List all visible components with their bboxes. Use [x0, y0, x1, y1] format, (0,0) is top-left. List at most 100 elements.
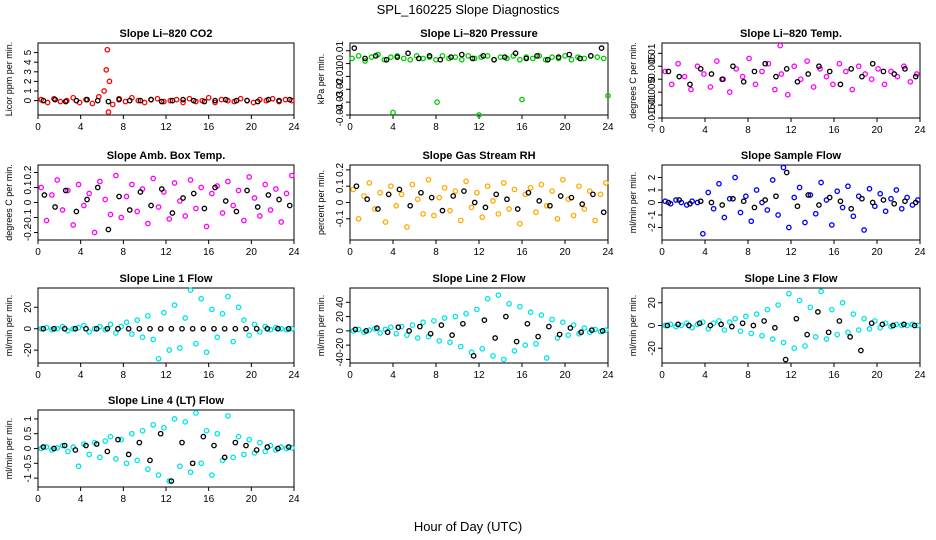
data-point [911, 322, 918, 329]
data-point [264, 325, 271, 332]
y-tick-label: 0.01 [335, 41, 346, 61]
data-point [847, 334, 853, 340]
data-point [511, 186, 518, 193]
data-point [70, 325, 77, 332]
data-point [54, 177, 61, 183]
data-point [434, 99, 440, 105]
x-tick-label: 8 [121, 122, 127, 133]
data-point [559, 176, 566, 183]
data-point [253, 447, 260, 453]
data-point [447, 207, 453, 214]
data-point [452, 188, 459, 194]
data-point [764, 207, 771, 213]
x-tick-label: 8 [745, 370, 751, 381]
data-point [513, 338, 520, 345]
data-point [458, 56, 465, 63]
data-point [503, 313, 509, 320]
data-point [136, 325, 143, 332]
data-point [40, 325, 47, 332]
data-point [495, 211, 502, 217]
data-point [888, 195, 894, 202]
y-tick-label: 0.01 [647, 43, 658, 63]
data-point [825, 329, 832, 336]
y-tick-label: 0 [335, 199, 346, 205]
y-tick-label: -20 [647, 341, 658, 356]
data-point [845, 183, 851, 190]
data-point [404, 332, 410, 338]
data-point [775, 212, 781, 218]
data-point [590, 191, 596, 198]
data-point [262, 181, 269, 188]
data-point [592, 326, 598, 333]
data-point [230, 202, 237, 209]
y-tick-label: 0.1 [23, 180, 34, 194]
x-tick-label: 4 [702, 125, 708, 136]
panel-title: Slope Amb. Box Temp. [107, 150, 226, 162]
y-tick-label: -0.03 [335, 90, 346, 113]
data-point [161, 98, 167, 105]
data-point [500, 180, 507, 186]
data-point [882, 208, 889, 215]
data-point [155, 204, 162, 210]
data-point [737, 328, 744, 335]
data-point [490, 353, 496, 359]
data-point [93, 325, 100, 332]
x-tick-label: 24 [602, 247, 614, 258]
x-tick-label: 4 [78, 122, 84, 133]
data-point [579, 201, 586, 207]
data-point [676, 197, 683, 203]
data-point [113, 330, 119, 336]
data-point [746, 55, 752, 62]
data-point [129, 430, 135, 437]
data-point [461, 188, 467, 194]
data-point [73, 97, 80, 104]
data-point [556, 331, 563, 338]
data-point [805, 71, 812, 77]
data-point [500, 356, 507, 363]
data-point [753, 187, 760, 193]
data-point [267, 326, 274, 333]
data-point [791, 194, 798, 201]
data-point [63, 97, 70, 104]
data-point [105, 226, 112, 233]
data-point [38, 184, 45, 191]
data-point [912, 199, 919, 206]
data-point [662, 322, 669, 329]
data-point [427, 330, 434, 337]
data-point [697, 198, 704, 205]
panel-6: Slope Sample Flow 0 4 8 12 16 20 24 2 1 0 -1 -2 ml/mi… [628, 150, 926, 258]
data-point [882, 320, 889, 327]
data-point [555, 54, 562, 60]
data-point [697, 66, 704, 72]
data-point [726, 319, 733, 325]
data-point [719, 76, 726, 83]
data-point [699, 319, 706, 325]
x-tick-label: 0 [35, 494, 41, 505]
data-point [732, 315, 738, 322]
x-tick-label: 8 [433, 370, 439, 381]
x-tick-label: 8 [121, 370, 127, 381]
data-point [448, 54, 454, 60]
data-point [115, 436, 121, 443]
data-point [533, 340, 539, 347]
data-point [848, 205, 855, 212]
data-point [209, 472, 215, 479]
data-point [276, 97, 282, 104]
data-point [254, 204, 261, 210]
data-point [559, 319, 566, 326]
data-point [739, 320, 746, 327]
data-point [869, 199, 876, 206]
data-point [914, 322, 921, 329]
y-tick-label: 2 [23, 78, 34, 84]
data-point [400, 55, 407, 62]
data-point [157, 430, 164, 437]
data-point [587, 53, 594, 59]
data-point [493, 191, 500, 198]
data-point [177, 345, 183, 351]
data-point [678, 322, 685, 329]
data-point [501, 54, 508, 60]
y-tick-label: 3 [23, 69, 34, 75]
data-point [739, 73, 746, 80]
